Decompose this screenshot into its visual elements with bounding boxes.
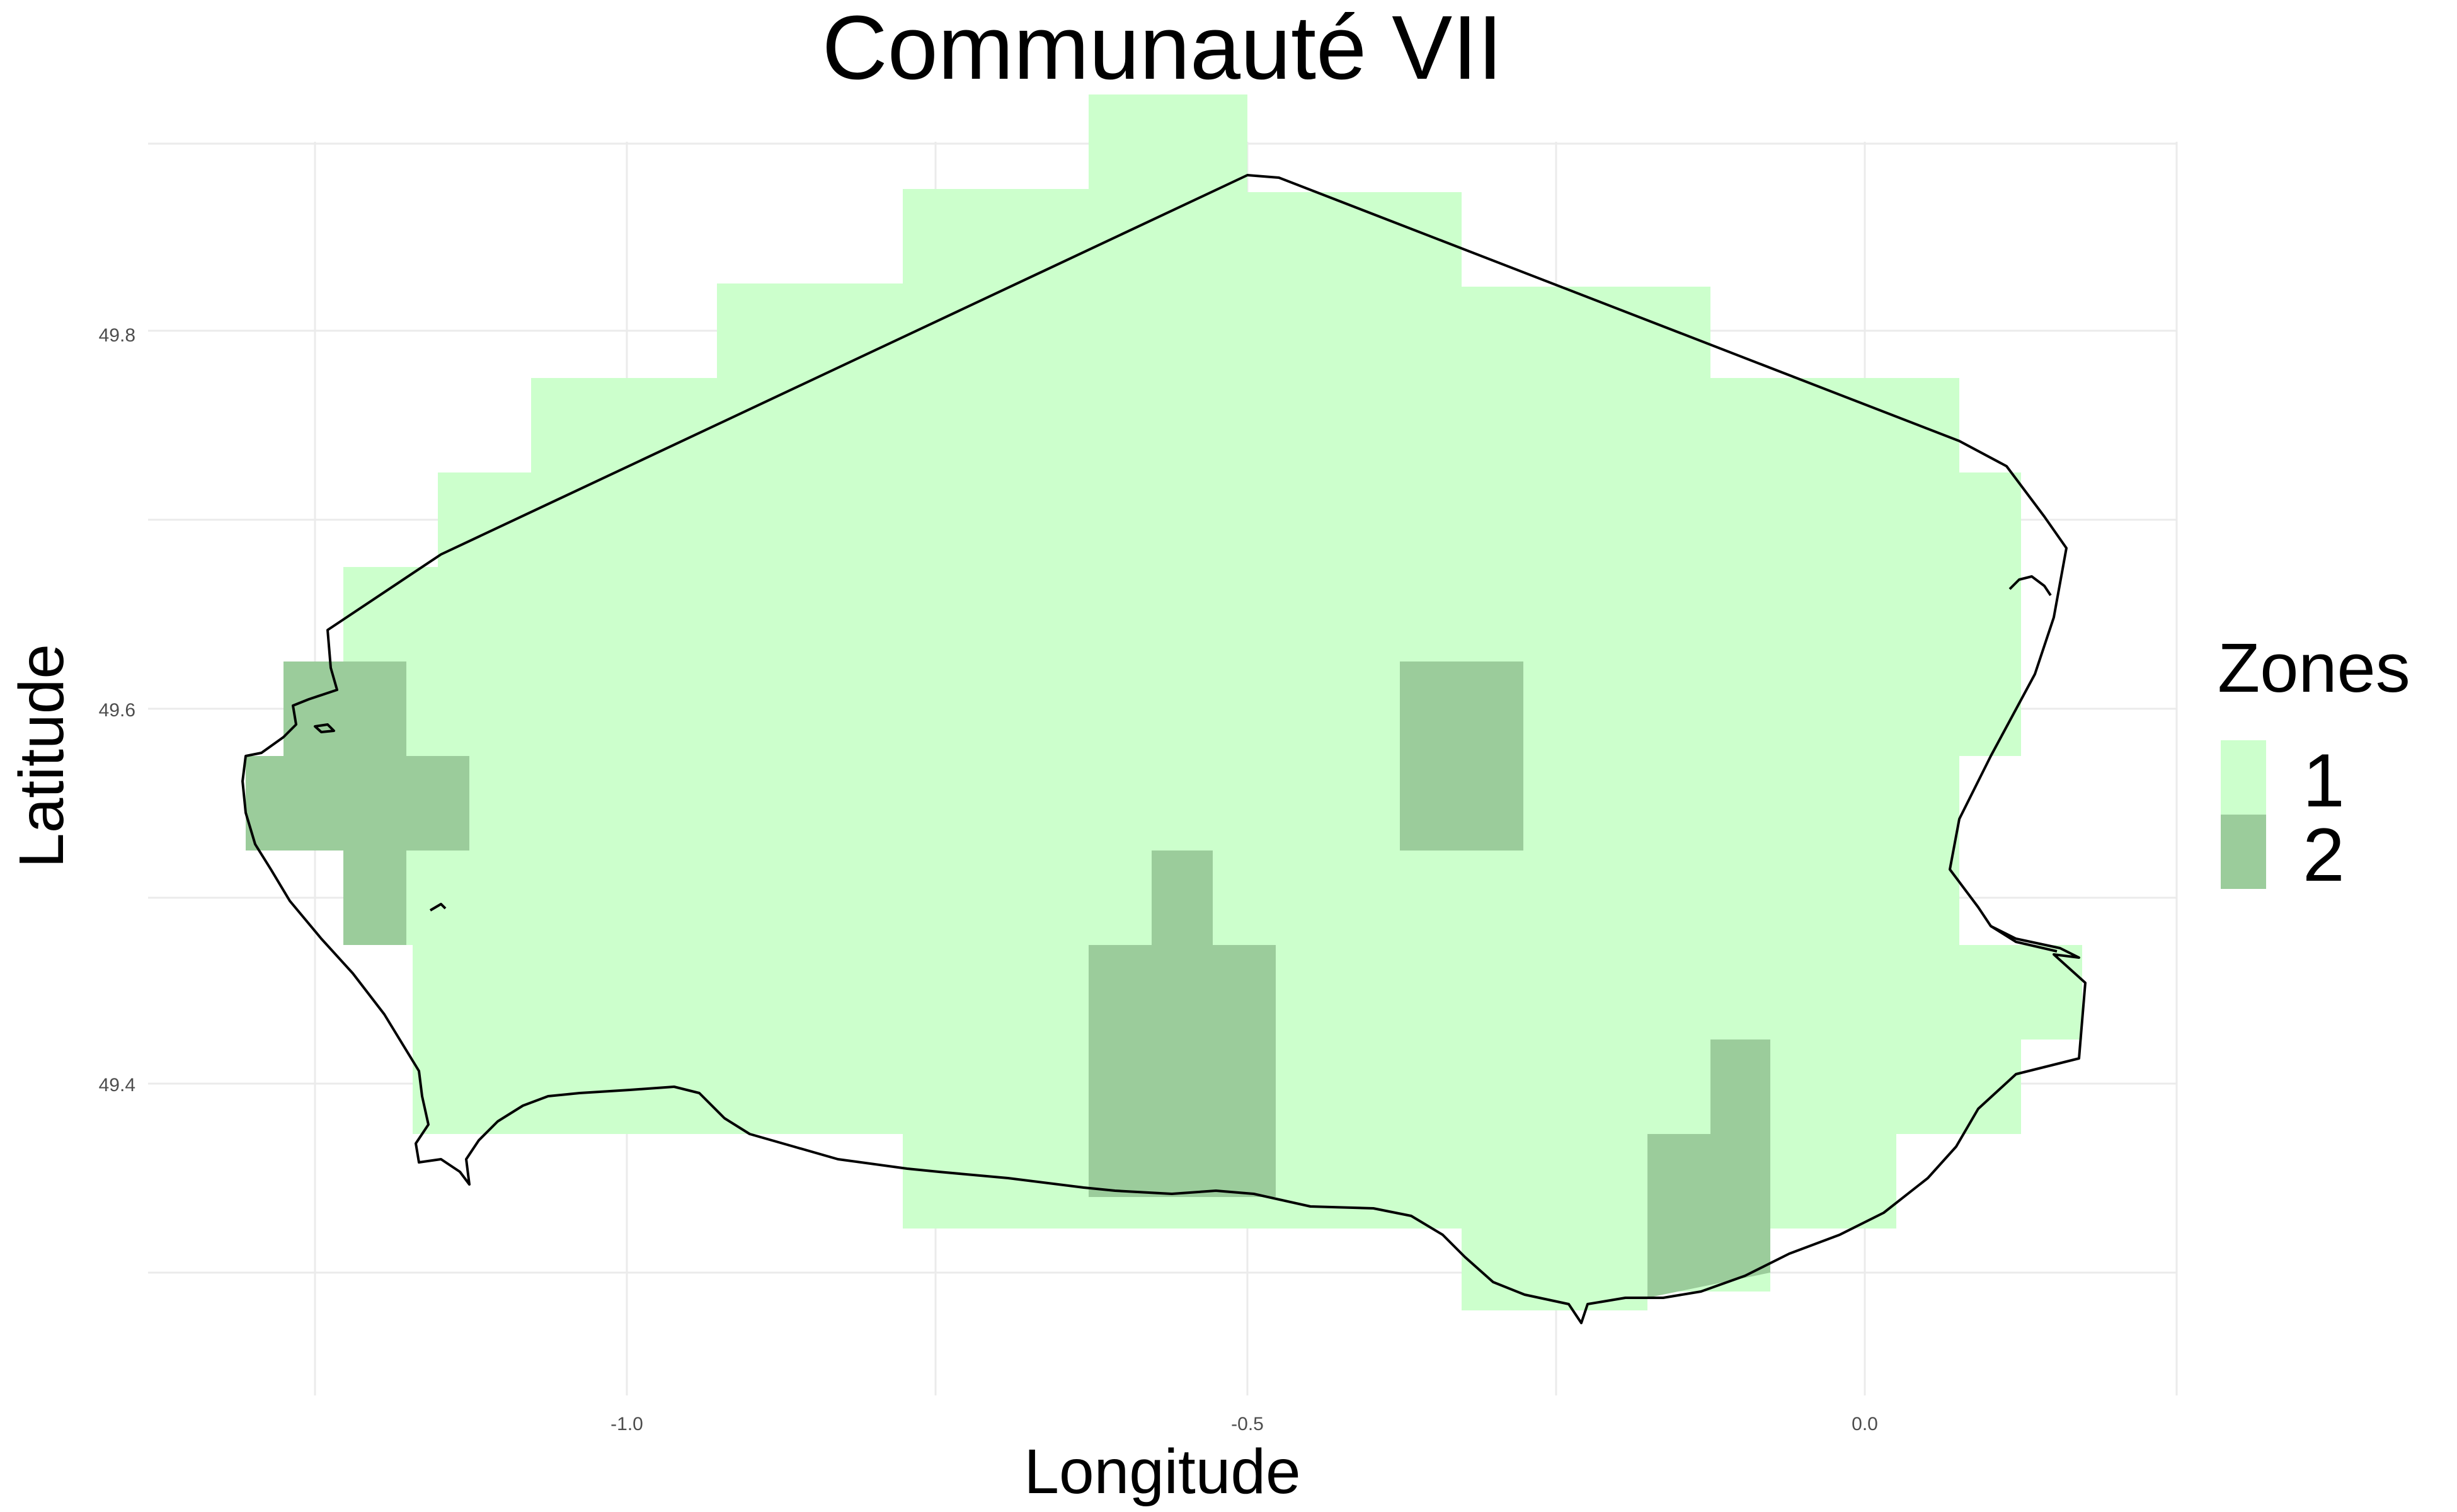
legend-label-1: 1	[2303, 738, 2345, 823]
zone-2-cell-west	[246, 662, 469, 945]
zone-2-cell-south	[1089, 850, 1276, 1197]
legend-title: Zones	[2218, 629, 2410, 707]
x-tick-label: -1.0	[610, 1414, 643, 1435]
x-axis-title: Longitude	[1024, 1436, 1300, 1507]
y-tick-label: 49.4	[99, 1075, 135, 1096]
legend-label-2: 2	[2303, 813, 2345, 897]
y-tick-label: 49.6	[99, 700, 135, 721]
y-axis: 49.4 49.6 49.8 Latitude	[6, 325, 135, 1096]
zone-2-cells	[246, 662, 1770, 1298]
map-title: Communauté VII	[822, 0, 1503, 98]
zone-1-region	[246, 94, 2082, 1310]
harbour-inlet	[2008, 575, 2052, 597]
zone-1-fill	[246, 94, 2082, 1310]
river-mouth	[1990, 925, 2058, 953]
legend-swatch-2	[2221, 815, 2266, 889]
x-tick-label: -0.5	[1231, 1414, 1264, 1435]
legend: Zones 1 2	[2218, 629, 2410, 897]
coastline	[241, 174, 2087, 1324]
x-tick-label: 0.0	[1852, 1414, 1878, 1435]
zone-2-cell-center	[1400, 662, 1523, 850]
boundary-outline	[241, 174, 2087, 1324]
island-1	[314, 723, 335, 733]
legend-swatch-1	[2221, 740, 2266, 815]
y-axis-title: Latitude	[6, 644, 77, 868]
y-tick-label: 49.8	[99, 325, 135, 346]
zone-2-cell-southeast	[1647, 1040, 1770, 1298]
island-2	[429, 903, 447, 912]
x-axis: -1.0 -0.5 0.0 Longitude	[610, 1414, 1878, 1507]
